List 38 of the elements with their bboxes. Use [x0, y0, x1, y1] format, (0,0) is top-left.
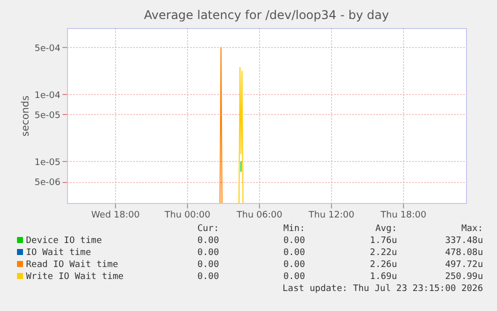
text: 0.00: [283, 260, 305, 270]
y-tick-label: 5e-04: [34, 44, 61, 54]
text: 0.00: [283, 272, 305, 282]
y-tick-label: 1e-04: [34, 90, 61, 101]
y-tick-label: 1e-05: [34, 158, 60, 168]
legend-label: Read IO Wait time: [26, 260, 118, 270]
text: 0.00: [283, 236, 305, 246]
text: 0.00: [197, 248, 219, 258]
chart-title: Average latency for /dev/loop34 - by day: [144, 8, 389, 22]
legend-label: Device IO time: [26, 236, 102, 246]
y-tick-label: 5e-06: [34, 178, 61, 188]
x-tick-label: Thu 18:00: [380, 210, 427, 220]
x-tick-label: Thu 00:00: [164, 210, 211, 220]
text: 250.99u: [445, 272, 483, 282]
y-axis-title: seconds: [20, 96, 32, 136]
text: 2.26u: [370, 260, 397, 270]
text: 0.00: [197, 272, 219, 282]
legend-label: IO Wait time: [26, 248, 92, 258]
text: 1.69u: [370, 272, 397, 282]
text: Last update: Thu Jul 23 23:15:00 2026: [282, 284, 483, 294]
text: 0.00: [197, 236, 219, 246]
legend-label: Write IO Wait time: [26, 272, 124, 282]
text: 0.00: [283, 248, 305, 258]
text: Cur:: [197, 224, 219, 234]
text: 337.48u: [445, 236, 483, 246]
text: Min:: [283, 224, 305, 234]
x-tick-label: Wed 18:00: [91, 210, 140, 220]
y-tick-label: 5e-05: [34, 110, 60, 121]
x-tick-label: Thu 12:00: [308, 210, 355, 220]
text: 497.72u: [445, 260, 483, 270]
text: 1.76u: [370, 236, 397, 246]
text: 2.22u: [370, 248, 397, 258]
text: 478.08u: [445, 248, 483, 258]
line-series: [238, 67, 244, 204]
x-tick-label: Thu 06:00: [236, 210, 283, 220]
text: Avg:: [375, 224, 397, 234]
text: Max:: [461, 224, 483, 234]
text: 0.00: [197, 260, 219, 270]
